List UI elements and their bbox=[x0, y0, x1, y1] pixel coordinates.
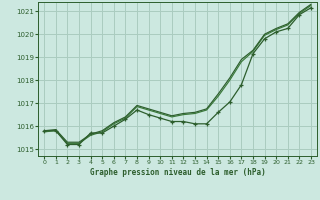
X-axis label: Graphe pression niveau de la mer (hPa): Graphe pression niveau de la mer (hPa) bbox=[90, 168, 266, 177]
